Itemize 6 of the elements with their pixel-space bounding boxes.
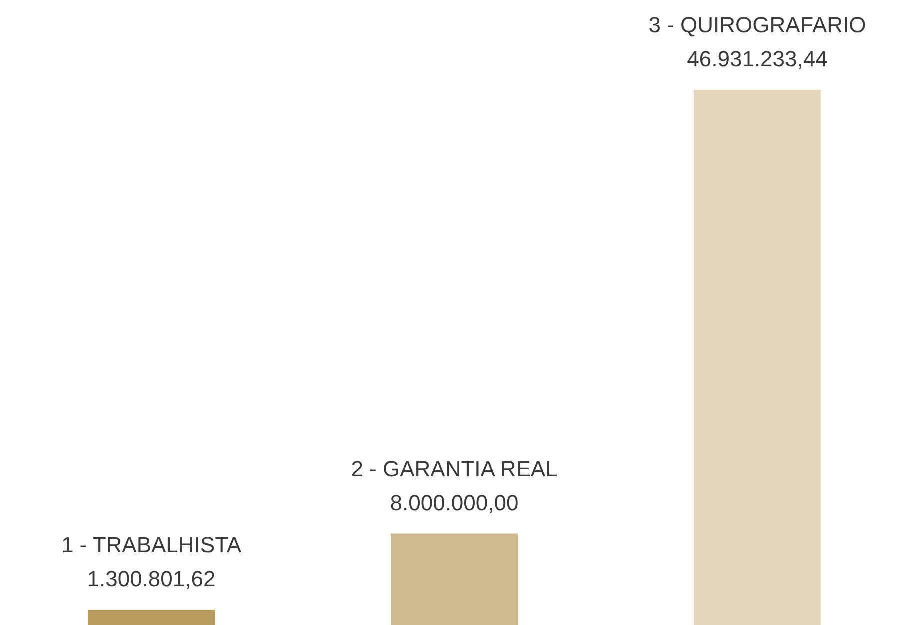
x-tick-label: 3 - QUIROGRAFARIO xyxy=(648,12,866,38)
data-label: 46.931.233,44 xyxy=(687,46,828,72)
x-tick-label: 1 - TRABALHISTA xyxy=(61,532,242,558)
x-tick-label: 2 - GARANTIA REAL xyxy=(351,456,558,482)
data-label: 1.300.801,62 xyxy=(87,566,216,592)
data-label: 8.000.000,00 xyxy=(390,490,519,516)
